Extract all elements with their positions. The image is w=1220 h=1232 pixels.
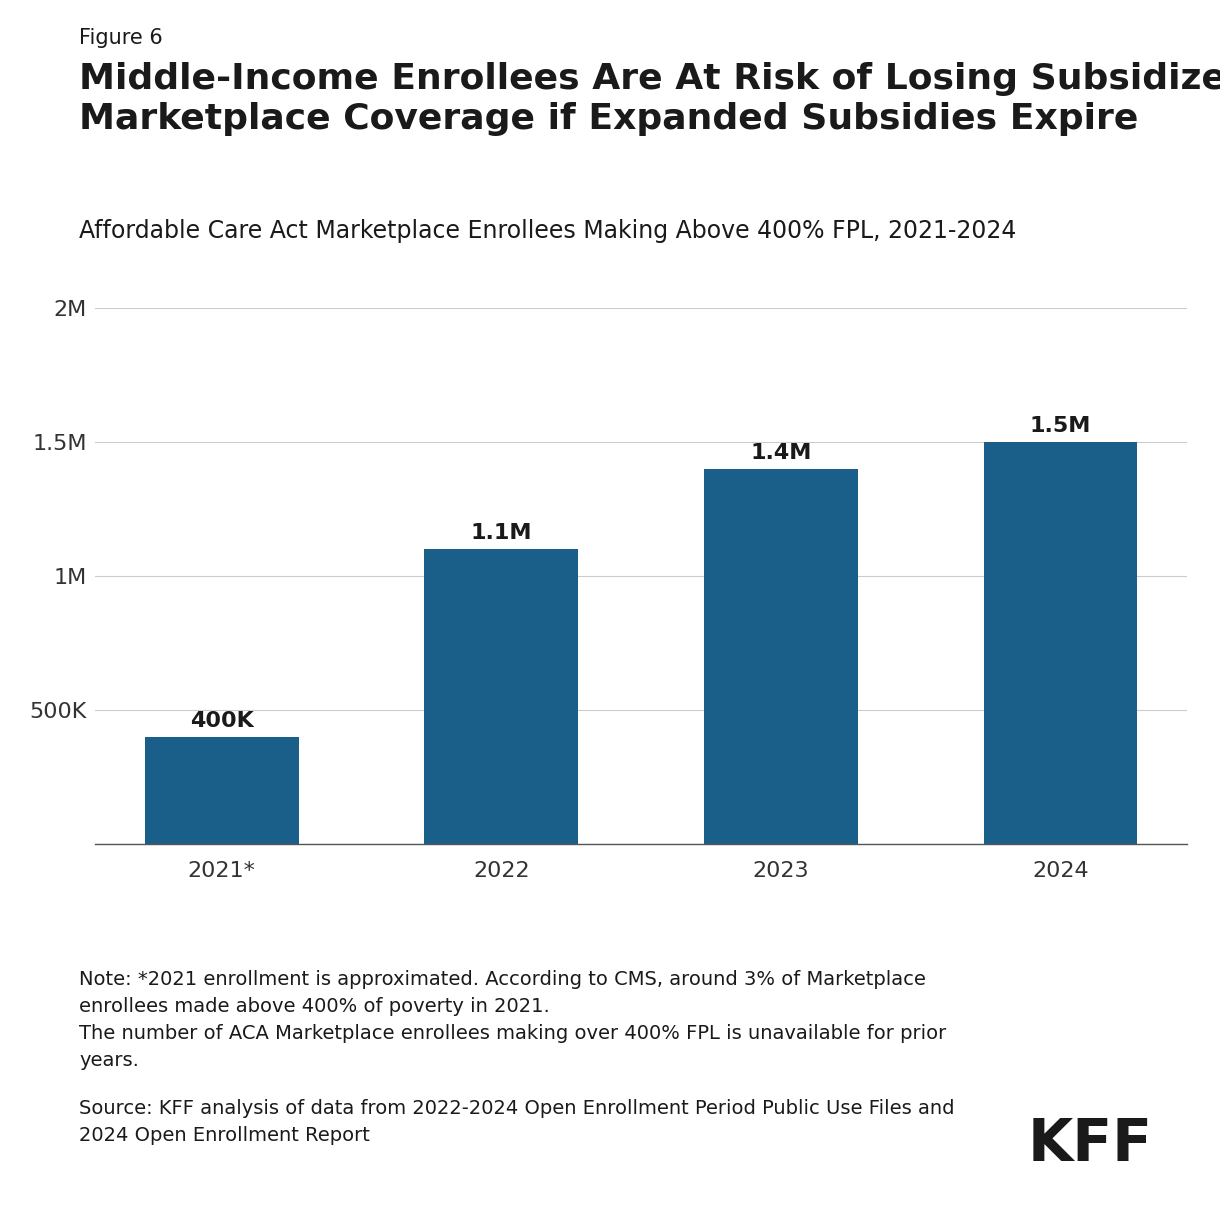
Text: 400K: 400K (190, 711, 254, 731)
Text: Affordable Care Act Marketplace Enrollees Making Above 400% FPL, 2021-2024: Affordable Care Act Marketplace Enrollee… (79, 219, 1016, 243)
Text: Figure 6: Figure 6 (79, 28, 163, 48)
Text: Note: *2021 enrollment is approximated. According to CMS, around 3% of Marketpla: Note: *2021 enrollment is approximated. … (79, 970, 947, 1071)
Bar (425, 549, 578, 844)
Bar (704, 468, 858, 844)
Text: 1.1M: 1.1M (471, 524, 532, 543)
Text: KFF: KFF (1028, 1116, 1153, 1173)
Bar (983, 442, 1137, 844)
Text: Source: KFF analysis of data from 2022-2024 Open Enrollment Period Public Use Fi: Source: KFF analysis of data from 2022-2… (79, 1099, 955, 1146)
Text: 1.4M: 1.4M (750, 442, 811, 463)
Bar (145, 737, 299, 844)
Text: 1.5M: 1.5M (1030, 416, 1091, 436)
Text: Middle-Income Enrollees Are At Risk of Losing Subsidized ACA
Marketplace Coverag: Middle-Income Enrollees Are At Risk of L… (79, 62, 1220, 137)
